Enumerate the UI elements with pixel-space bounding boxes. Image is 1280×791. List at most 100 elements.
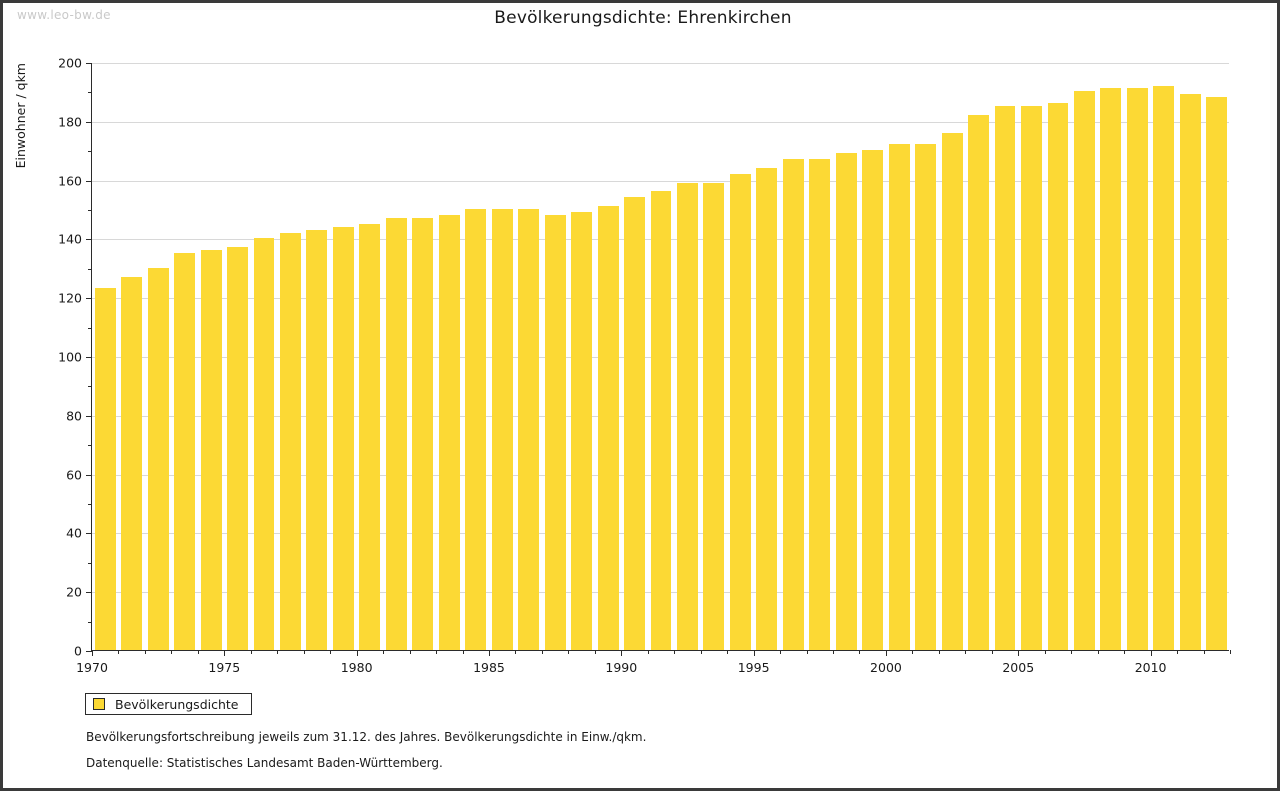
y-axis-major-tick	[86, 357, 92, 358]
legend[interactable]: Bevölkerungsdichte	[85, 693, 252, 715]
bar-1989[interactable]	[597, 206, 619, 650]
bar-1996[interactable]	[782, 159, 804, 650]
bar-1992[interactable]	[677, 182, 698, 650]
bar-1971[interactable]	[121, 276, 143, 650]
bar-1984[interactable]	[465, 209, 487, 650]
x-axis-minor-tick	[1124, 650, 1126, 654]
x-axis-minor-tick	[1071, 650, 1073, 654]
x-axis-minor-tick	[859, 650, 861, 654]
bar-1977[interactable]	[280, 232, 301, 650]
bar-1974[interactable]	[200, 250, 222, 650]
bar-2000[interactable]	[888, 144, 910, 650]
bar-1998[interactable]	[835, 153, 857, 650]
x-axis-major-tick	[885, 650, 887, 656]
x-axis-minor-tick	[991, 650, 993, 654]
y-axis-major-tick	[86, 180, 92, 182]
y-axis-minor-tick	[88, 386, 92, 388]
bar-2002[interactable]	[941, 132, 963, 650]
bar-1979[interactable]	[332, 226, 354, 650]
footnote-description: Bevölkerungsfortschreibung jeweils zum 3…	[86, 730, 647, 744]
x-axis-minor-tick	[515, 650, 517, 654]
y-axis-tick-label: 60	[66, 467, 82, 483]
y-axis-major-tick	[86, 533, 92, 535]
bar-2004[interactable]	[994, 106, 1016, 650]
x-axis-major-tick	[621, 650, 623, 656]
bar-1990[interactable]	[624, 197, 645, 650]
bar-1999[interactable]	[862, 150, 884, 650]
bar-1987[interactable]	[544, 214, 566, 650]
bar-1988[interactable]	[571, 211, 593, 650]
x-axis-minor-tick	[647, 650, 649, 654]
y-axis-minor-tick	[88, 445, 92, 447]
bar-1995[interactable]	[756, 167, 778, 650]
x-axis-minor-tick	[330, 650, 332, 654]
x-axis-minor-tick	[436, 650, 438, 654]
y-axis-tick-label: 40	[66, 525, 82, 541]
x-axis-minor-tick	[277, 650, 279, 654]
bar-1981[interactable]	[385, 217, 407, 650]
x-axis-major-tick	[224, 650, 226, 656]
x-axis-tick-label: 2000	[870, 660, 902, 675]
bar-1986[interactable]	[518, 209, 540, 650]
bar-1983[interactable]	[438, 214, 460, 650]
bar-2005[interactable]	[1021, 106, 1042, 650]
bar-2006[interactable]	[1047, 103, 1069, 650]
bar-2001[interactable]	[915, 144, 937, 650]
x-axis-minor-tick	[1177, 650, 1179, 654]
page-title: Bevölkerungsdichte: Ehrenkirchen	[494, 8, 792, 28]
plot-area: 0 20 40 60 80 100 120 140 160 180 200 1970 1975 1980…	[58, 56, 1231, 675]
y-axis-title-label: Einwohner / qkm	[12, 63, 28, 169]
y-axis-minor-tick	[88, 621, 92, 623]
y-axis-major-tick	[86, 298, 92, 300]
bar-1972[interactable]	[147, 267, 169, 650]
bar-1994[interactable]	[729, 173, 751, 650]
x-axis-minor-tick	[250, 650, 252, 654]
y-axis-major-tick	[86, 592, 92, 594]
x-axis-minor-tick	[568, 650, 570, 654]
bar-1970[interactable]	[94, 288, 116, 650]
y-axis-major-tick	[86, 651, 92, 652]
x-axis-minor-tick	[144, 650, 146, 654]
y-axis-tick-label: 180	[58, 114, 82, 130]
bar-2012[interactable]	[1206, 97, 1228, 650]
x-axis-minor-tick	[1044, 650, 1046, 654]
x-axis-minor-tick	[383, 650, 385, 654]
x-axis-minor-tick	[727, 650, 729, 654]
bar-1978[interactable]	[306, 229, 328, 650]
bar-1975[interactable]	[227, 247, 248, 650]
bar-2007[interactable]	[1073, 91, 1095, 650]
bar-1985[interactable]	[491, 209, 513, 650]
x-axis-major-tick	[488, 650, 490, 656]
bar-1980[interactable]	[359, 223, 381, 650]
y-axis-minor-tick	[88, 151, 92, 153]
x-axis-minor-tick	[409, 650, 411, 654]
y-axis-tick-label: 200	[58, 55, 82, 71]
gridline-horizontal	[92, 121, 1229, 123]
bar-2009[interactable]	[1126, 88, 1148, 650]
x-axis-minor-tick	[171, 650, 173, 654]
x-axis-minor-tick	[938, 650, 940, 654]
x-axis-tick-label: 1985	[473, 660, 505, 675]
bar-1993[interactable]	[703, 182, 725, 650]
bar-2010[interactable]	[1153, 85, 1175, 650]
x-axis-minor-tick	[118, 650, 120, 654]
y-axis-major-tick	[86, 239, 92, 241]
x-axis-minor-tick	[674, 650, 676, 654]
x-axis-minor-tick	[197, 650, 199, 654]
x-axis-minor-tick	[1230, 650, 1231, 654]
bar-2003[interactable]	[968, 114, 990, 650]
y-axis-major-tick	[86, 63, 92, 64]
x-axis-major-tick	[356, 650, 358, 656]
bar-1997[interactable]	[809, 159, 831, 650]
x-axis-major-tick	[1018, 650, 1020, 656]
bar-1976[interactable]	[253, 238, 275, 650]
bar-1991[interactable]	[650, 191, 672, 650]
bar-2008[interactable]	[1100, 88, 1122, 650]
bar-1973[interactable]	[174, 253, 196, 650]
bar-2011[interactable]	[1179, 94, 1201, 650]
bar-1982[interactable]	[412, 217, 434, 650]
x-axis-tick-label: 1995	[737, 660, 770, 675]
y-axis-tick-label: 80	[66, 408, 82, 424]
legend-swatch-bevoelkerungsdichte	[93, 698, 105, 710]
